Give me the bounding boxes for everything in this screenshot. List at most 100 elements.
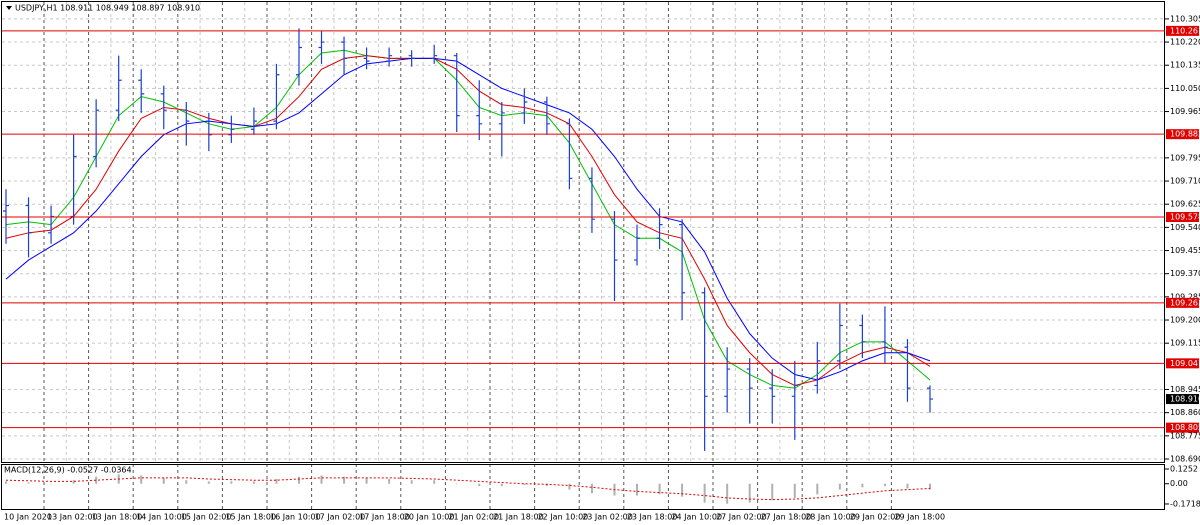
chart-title: USDJPY,H1 108.911 108.949 108.897 108.91… bbox=[15, 4, 200, 13]
macd-bar bbox=[478, 483, 481, 487]
ohlc-bar bbox=[273, 63, 280, 130]
y-tick-label: 110.220 bbox=[1170, 38, 1200, 47]
ohlc-bar bbox=[183, 102, 190, 146]
ohlc-bar bbox=[498, 102, 505, 157]
ohlc-bar bbox=[228, 115, 235, 143]
x-tick-label: 13 Jan 18:00 bbox=[92, 513, 143, 522]
ohlc-bar bbox=[836, 303, 843, 370]
x-tick-label: 14 Jan 10:00 bbox=[136, 513, 187, 522]
macd-bar bbox=[861, 483, 864, 488]
macd-bar bbox=[252, 481, 255, 484]
y-tick-label: 109.115 bbox=[1170, 339, 1200, 348]
ohlc-bar bbox=[408, 50, 415, 67]
level-label: 110.261 bbox=[1170, 26, 1200, 35]
y-tick-label: 109.285 bbox=[1170, 292, 1200, 301]
ohlc-bar bbox=[588, 167, 595, 233]
ohlc-bar bbox=[70, 134, 77, 225]
macd-bar bbox=[185, 480, 188, 484]
level-label-bg bbox=[1166, 25, 1199, 36]
x-tick-label: 29 Jan 02:00 bbox=[850, 513, 901, 522]
ohlc-bar bbox=[3, 189, 9, 244]
ohlc-bar bbox=[701, 287, 708, 451]
y-tick-label: 109.965 bbox=[1170, 107, 1200, 116]
macd-bar bbox=[162, 477, 165, 484]
y-tick-label: 110.050 bbox=[1170, 84, 1200, 93]
macd-frame bbox=[1, 464, 1165, 510]
macd-bar bbox=[658, 483, 661, 495]
y-tick-label: 109.795 bbox=[1170, 153, 1200, 162]
x-tick-label: 22 Jan 10:00 bbox=[538, 513, 589, 522]
macd-bar bbox=[568, 483, 571, 490]
moving-average bbox=[5, 57, 931, 381]
y-tick-label: 109.370 bbox=[1170, 269, 1200, 278]
macd-bar bbox=[140, 475, 143, 484]
moving-average bbox=[5, 55, 931, 386]
ohlc-bar bbox=[48, 205, 55, 244]
macd-bar bbox=[95, 476, 98, 484]
ohlc-bar bbox=[881, 306, 888, 364]
y-tick-label: 0.00 bbox=[1170, 479, 1188, 488]
macd-bar bbox=[297, 476, 300, 484]
macd-bar bbox=[748, 483, 751, 503]
ohlc-bar bbox=[363, 47, 370, 70]
macd-bar bbox=[703, 483, 706, 503]
last-price-label: 108.910 bbox=[1170, 395, 1200, 404]
x-tick-label: 29 Jan 18:00 bbox=[894, 513, 945, 522]
ohlc-bar bbox=[814, 341, 821, 394]
y-tick-label: 110.305 bbox=[1170, 14, 1200, 23]
macd-bar bbox=[455, 483, 458, 485]
level-label: 109.041 bbox=[1170, 359, 1200, 368]
x-tick-label: 13 Jan 02:00 bbox=[47, 513, 98, 522]
level-label: 109.578 bbox=[1170, 213, 1200, 222]
x-tick-label: 21 Jan 02:00 bbox=[448, 513, 499, 522]
y-tick-label: 108.775 bbox=[1170, 431, 1200, 440]
moving-average bbox=[5, 49, 931, 389]
x-tick-label: 16 Jan 10:00 bbox=[270, 513, 321, 522]
level-label: 109.882 bbox=[1170, 130, 1200, 139]
ohlc-bar bbox=[453, 52, 460, 132]
x-tick-label: 17 Jan 18:00 bbox=[359, 513, 410, 522]
ohlc-bar bbox=[634, 224, 641, 266]
macd-bar bbox=[207, 481, 210, 484]
x-tick-label: 15 Jan 18:00 bbox=[225, 513, 276, 522]
y-tick-label: 109.455 bbox=[1170, 246, 1200, 255]
x-tick-label: 10 Jan 2020 bbox=[4, 513, 52, 522]
y-tick-label: 0.1252 bbox=[1170, 464, 1198, 473]
macd-bar bbox=[636, 483, 639, 496]
ohlc-bar bbox=[138, 69, 145, 113]
ohlc-bar bbox=[318, 31, 325, 64]
x-tick-label: 15 Jan 02:00 bbox=[181, 513, 232, 522]
x-tick-label: 23 Jan 02:00 bbox=[582, 513, 633, 522]
ohlc-bar bbox=[566, 118, 573, 190]
last-price-bg bbox=[1166, 394, 1199, 405]
level-label-bg bbox=[1166, 422, 1199, 433]
x-tick-label: 28 Jan 10:00 bbox=[805, 513, 856, 522]
ohlc-bar bbox=[791, 360, 798, 440]
macd-bar bbox=[929, 483, 931, 490]
main-frame bbox=[1, 1, 1165, 463]
macd-bar bbox=[545, 483, 548, 487]
ohlc-bar bbox=[250, 107, 257, 135]
macd-bar bbox=[50, 483, 53, 485]
y-tick-label: 109.540 bbox=[1170, 223, 1200, 232]
y-tick-label: 108.690 bbox=[1170, 455, 1200, 464]
level-label: 109.263 bbox=[1170, 298, 1200, 307]
x-tick-label: 21 Jan 18:00 bbox=[493, 513, 544, 522]
macd-bar bbox=[72, 480, 75, 484]
x-tick-label: 17 Jan 02:00 bbox=[315, 513, 366, 522]
macd-bar bbox=[500, 483, 503, 487]
y-tick-label: 108.860 bbox=[1170, 408, 1200, 417]
level-label-bg bbox=[1166, 297, 1199, 308]
macd-bar bbox=[793, 483, 796, 498]
x-tick-label: 27 Jan 02:00 bbox=[716, 513, 767, 522]
macd-bar bbox=[275, 479, 278, 484]
macd-bar bbox=[5, 481, 7, 484]
level-label-bg bbox=[1166, 358, 1199, 369]
menu-arrow[interactable] bbox=[6, 6, 12, 10]
macd-bar bbox=[906, 483, 909, 489]
x-tick-label: 24 Jan 10:00 bbox=[671, 513, 722, 522]
macd-title: MACD(12,26,9) -0.0527 -0.0364 bbox=[4, 466, 132, 475]
y-tick-label: 109.710 bbox=[1170, 177, 1200, 186]
y-tick-label: -0.1718 bbox=[1170, 499, 1200, 508]
